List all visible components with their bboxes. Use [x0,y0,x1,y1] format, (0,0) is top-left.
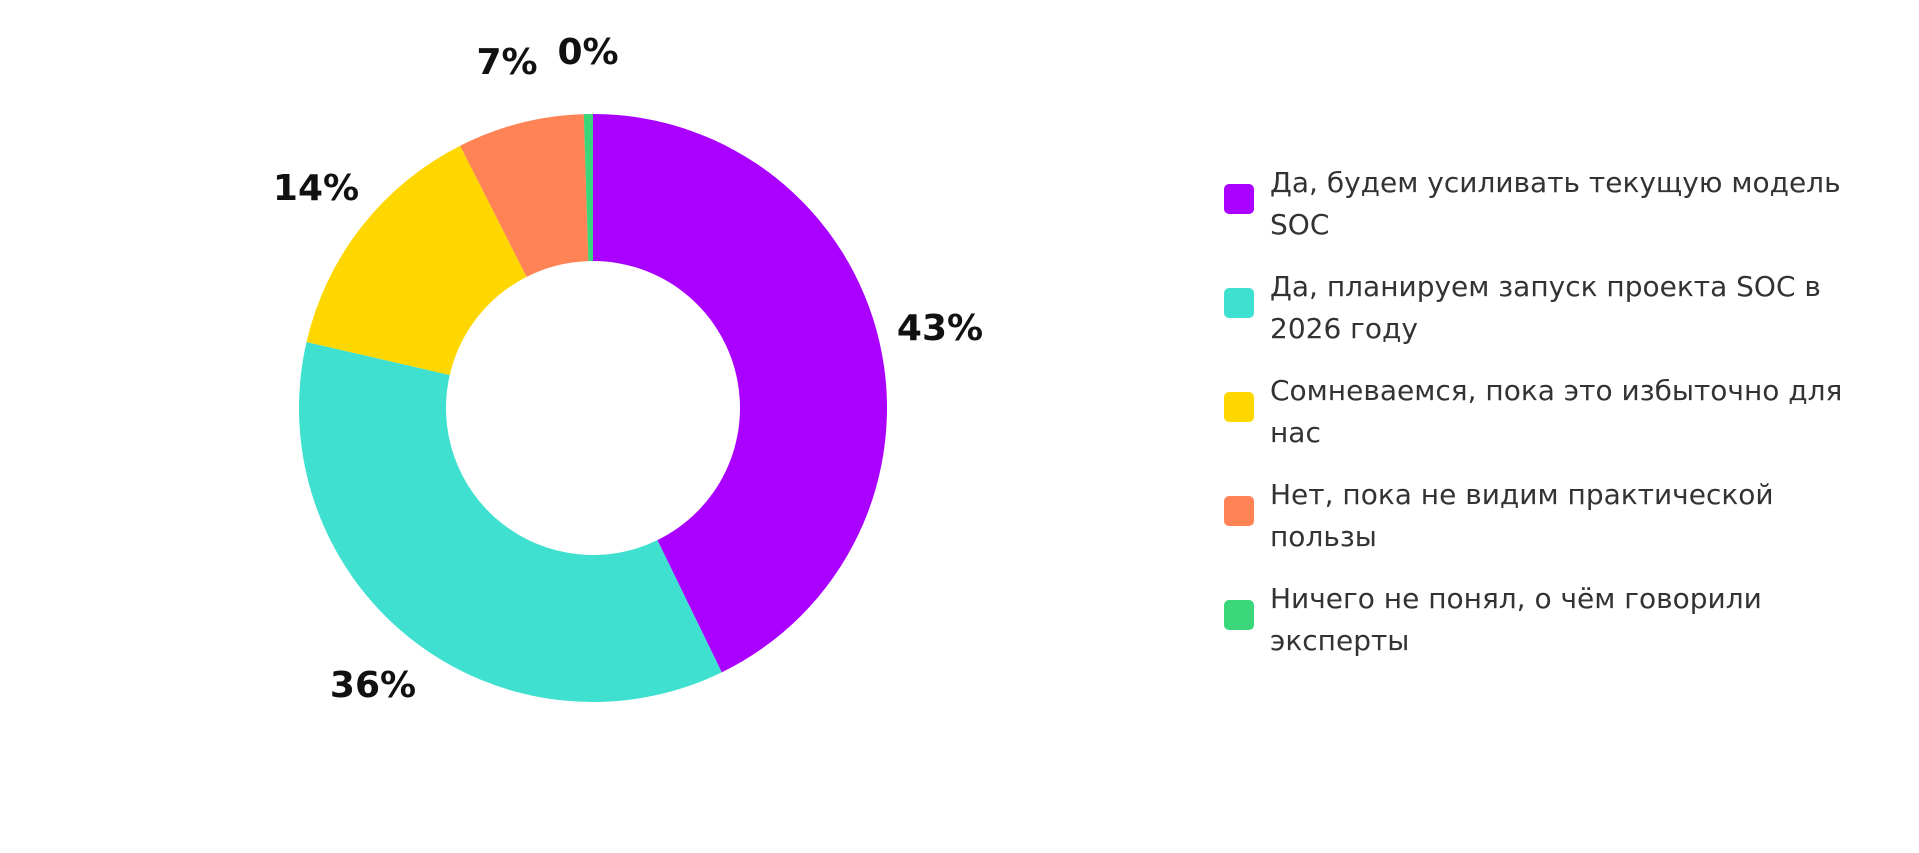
donut-slice-4 [460,114,589,277]
legend-swatch [1224,496,1254,526]
legend-item-3: Сомневаемся, пока это избыточно для нас [1224,370,1864,454]
legend-item-5: Ничего не понял, о чём говорили эксперты [1224,578,1864,662]
legend-swatch [1224,392,1254,422]
legend-swatch [1224,600,1254,630]
donut-slice-5 [583,114,593,262]
data-label-1: 43% [897,308,983,349]
data-label-4: 7% [476,42,537,83]
legend-label: Ничего не понял, о чём говорили эксперты [1270,582,1762,657]
chart-legend: Да, будем усиливать текущую модель SOC Да… [1224,162,1864,682]
legend-label: Сомневаемся, пока это избыточно для нас [1270,374,1843,449]
legend-item-4: Нет, пока не видим практической пользы [1224,474,1864,558]
legend-item-2: Да, планируем запуск проекта SOC в 2026 … [1224,266,1864,350]
legend-item-1: Да, будем усиливать текущую модель SOC [1224,162,1864,246]
data-label-3: 14% [273,168,359,209]
donut-slice-2 [298,341,722,702]
data-label-2: 36% [330,665,416,706]
legend-swatch [1224,184,1254,214]
legend-label: Нет, пока не видим практической пользы [1270,478,1774,553]
donut-slice-1 [593,114,887,673]
legend-label: Да, будем усиливать текущую модель SOC [1270,166,1841,241]
data-label-5: 0% [557,32,618,73]
legend-swatch [1224,288,1254,318]
legend-label: Да, планируем запуск проекта SOC в 2026 … [1270,270,1821,345]
donut-slice-3 [306,145,527,375]
